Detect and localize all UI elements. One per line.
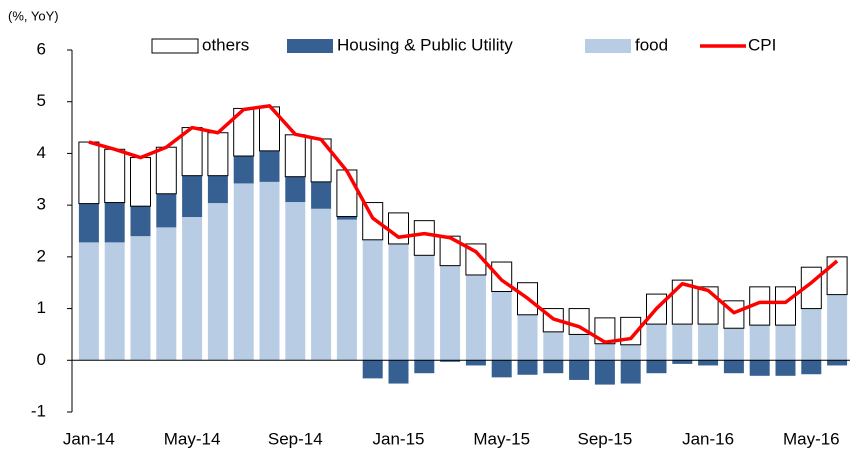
y-tick-label: 1 [37,298,46,317]
y-tick-label: 6 [37,39,46,58]
bar-segment [775,325,796,361]
x-tick-label: Jan-15 [373,429,425,448]
bar-segment [465,274,486,361]
bar-segment [130,236,151,361]
bar-segment [517,314,538,361]
bar-segment [130,157,151,207]
bar-segment [775,286,796,326]
y-tick-label: 5 [37,91,46,110]
x-tick-label: May-14 [164,429,221,448]
bar-segment [723,328,744,361]
y-tick-label: -1 [31,401,46,420]
y-tick-label: 2 [37,246,46,265]
bar-segment [698,324,719,361]
bar-segment [130,206,151,237]
bar-segment [672,360,693,364]
bar-segment [594,343,615,361]
legend-label: food [635,35,668,54]
bar-segment [827,294,848,361]
bar-segment [543,331,564,361]
bar-segment [104,202,125,243]
bar-segment [156,227,177,361]
bar-segment [78,141,100,205]
bar-segment [207,203,228,361]
bar-segment [413,220,435,256]
y-tick-label: 3 [37,195,46,214]
bar-segment [259,150,280,182]
bar-segment [414,360,435,374]
bar-segment [284,134,306,178]
bar-segment [311,181,332,209]
y-tick-label: 4 [37,143,46,162]
x-tick-label: Sep-14 [268,429,323,448]
bar-segment [723,360,744,374]
bar-segment [104,148,126,204]
legend-label: Housing & Public Utility [337,35,513,54]
legend-swatch [585,39,631,53]
x-tick-label: May-15 [473,429,530,448]
bar-segment [285,176,306,203]
bar-segment [440,265,461,361]
bar-segment [491,291,512,361]
bar-segment [182,175,203,218]
bar-segment [775,360,796,376]
bar-segment [78,203,99,243]
y-axis-label: (%, YoY) [8,8,59,23]
bar-segment [672,324,693,361]
bar-segment [336,169,358,218]
bar-segment [594,360,615,385]
bar-segment [827,360,848,366]
bar-segment [362,239,383,361]
bar-segment [362,360,383,379]
bar-segment [465,360,486,366]
bar-segment [182,217,203,361]
bar-segment [671,279,693,325]
bar-segment [388,360,409,384]
bar-segment [155,146,177,195]
bar-segment [207,132,229,177]
bar-segment [646,324,667,361]
bar-segment [78,242,99,361]
bar-segment [440,360,461,362]
bar-segment [646,360,667,374]
bar-segment [517,360,538,375]
bar-segment [491,360,512,378]
x-tick-label: Jan-14 [63,429,115,448]
bar-segment [698,360,719,366]
bar-segment [233,156,254,184]
bar-segment [414,255,435,361]
bar-segment [465,243,487,276]
bar-segment [207,175,228,204]
bar-segment [388,212,409,245]
bar-segment [801,360,822,375]
bar-segment [336,219,357,361]
bar-segment [620,360,641,384]
x-tick-label: Jan-16 [682,429,734,448]
y-tick-label: 0 [37,350,46,369]
legend-swatch [287,39,333,53]
bar-segment [259,181,280,361]
bar-segment [620,344,641,361]
x-tick-label: May-16 [783,429,840,448]
bar-segment [336,216,357,220]
legend-swatch [151,38,199,54]
bar-segment [543,360,564,374]
bar-segment [285,202,306,361]
bar-segment [104,242,125,361]
x-tick-label: Sep-15 [577,429,632,448]
bar-segment [156,193,177,228]
bar-segment [801,308,822,361]
bar-segment [388,243,409,361]
bar-segment [233,183,254,361]
bar-segment [569,334,590,361]
legend-label: others [202,35,249,54]
bar-segment [749,325,770,361]
bar-segment [569,360,590,380]
cpi-line [88,104,839,344]
bar-segment [749,360,770,376]
legend-label: CPI [748,35,776,54]
bar-segment [311,208,332,361]
